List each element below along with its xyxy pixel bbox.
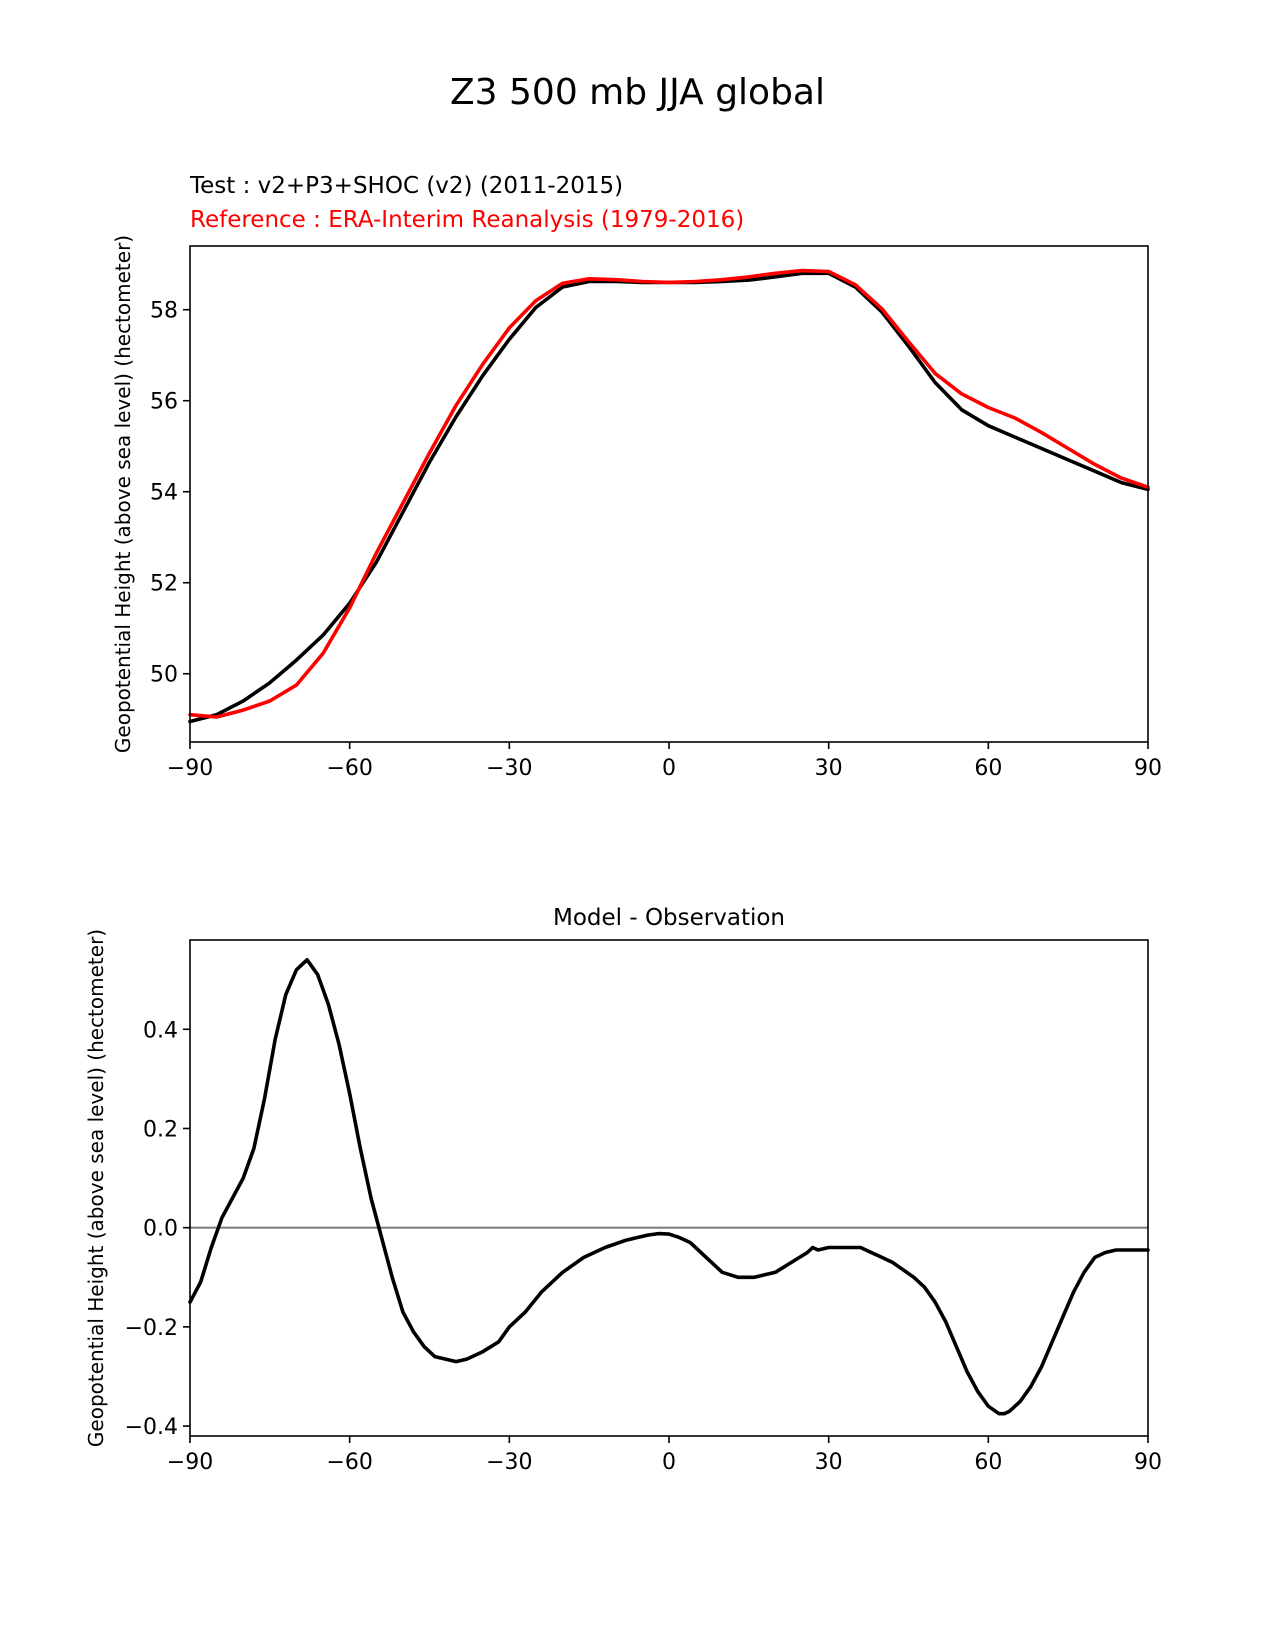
y-tick-label: 56 xyxy=(150,390,178,415)
series-line-0 xyxy=(188,271,1150,724)
axes-frame xyxy=(189,939,1149,1437)
y-tick-label: 0.0 xyxy=(143,1217,178,1242)
x-tick-label: 0 xyxy=(662,1450,676,1475)
reference-label: Reference : ERA-Interim Reanalysis (1979… xyxy=(190,207,745,233)
x-tick-label: 60 xyxy=(974,756,1002,781)
y-tick-label: 50 xyxy=(150,663,178,688)
x-tick-label: 30 xyxy=(815,1450,843,1475)
y-tick-label: −0.2 xyxy=(125,1316,178,1341)
x-tick-label: 90 xyxy=(1134,756,1162,781)
x-tick-label: −60 xyxy=(326,1450,372,1475)
x-tick-label: 90 xyxy=(1134,1450,1162,1475)
axes-frame xyxy=(189,245,1149,743)
x-tick-label: −60 xyxy=(326,756,372,781)
series-line-0 xyxy=(188,957,1150,1416)
x-tick-label: −90 xyxy=(167,756,213,781)
x-tick-label: −30 xyxy=(486,1450,532,1475)
y-axis-label: Geopotential Height (above sea level) (h… xyxy=(111,235,135,753)
x-tick-label: 60 xyxy=(974,1450,1002,1475)
series-line-1 xyxy=(188,268,1150,719)
y-tick-label: 52 xyxy=(150,572,178,597)
x-tick-label: −30 xyxy=(486,756,532,781)
test-label: Test : v2+P3+SHOC (v2) (2011-2015) xyxy=(190,173,624,199)
y-tick-label: 0.2 xyxy=(143,1117,178,1142)
figure-title: Z3 500 mb JJA global xyxy=(450,72,825,113)
comparison-panel: −90 −60 −30 0 30 60 90 50 52 54 56 58 Geopotential H… xyxy=(111,235,1162,781)
y-tick-label: 0.4 xyxy=(143,1018,178,1043)
y-tick-label: 58 xyxy=(150,299,178,324)
y-tick-label: −0.4 xyxy=(125,1415,178,1440)
diff-panel-title: Model - Observation xyxy=(552,905,786,931)
x-tick-label: 0 xyxy=(662,756,676,781)
y-tick-label: 54 xyxy=(150,481,178,506)
y-axis-label: Geopotential Height (above sea level) (h… xyxy=(84,929,108,1447)
x-tick-label: −90 xyxy=(167,1450,213,1475)
x-tick-label: 30 xyxy=(815,756,843,781)
difference-panel: −90 −60 −30 0 30 60 90 −0.4 −0.2 0.0 0.2 0.4 Geopote… xyxy=(84,929,1162,1475)
